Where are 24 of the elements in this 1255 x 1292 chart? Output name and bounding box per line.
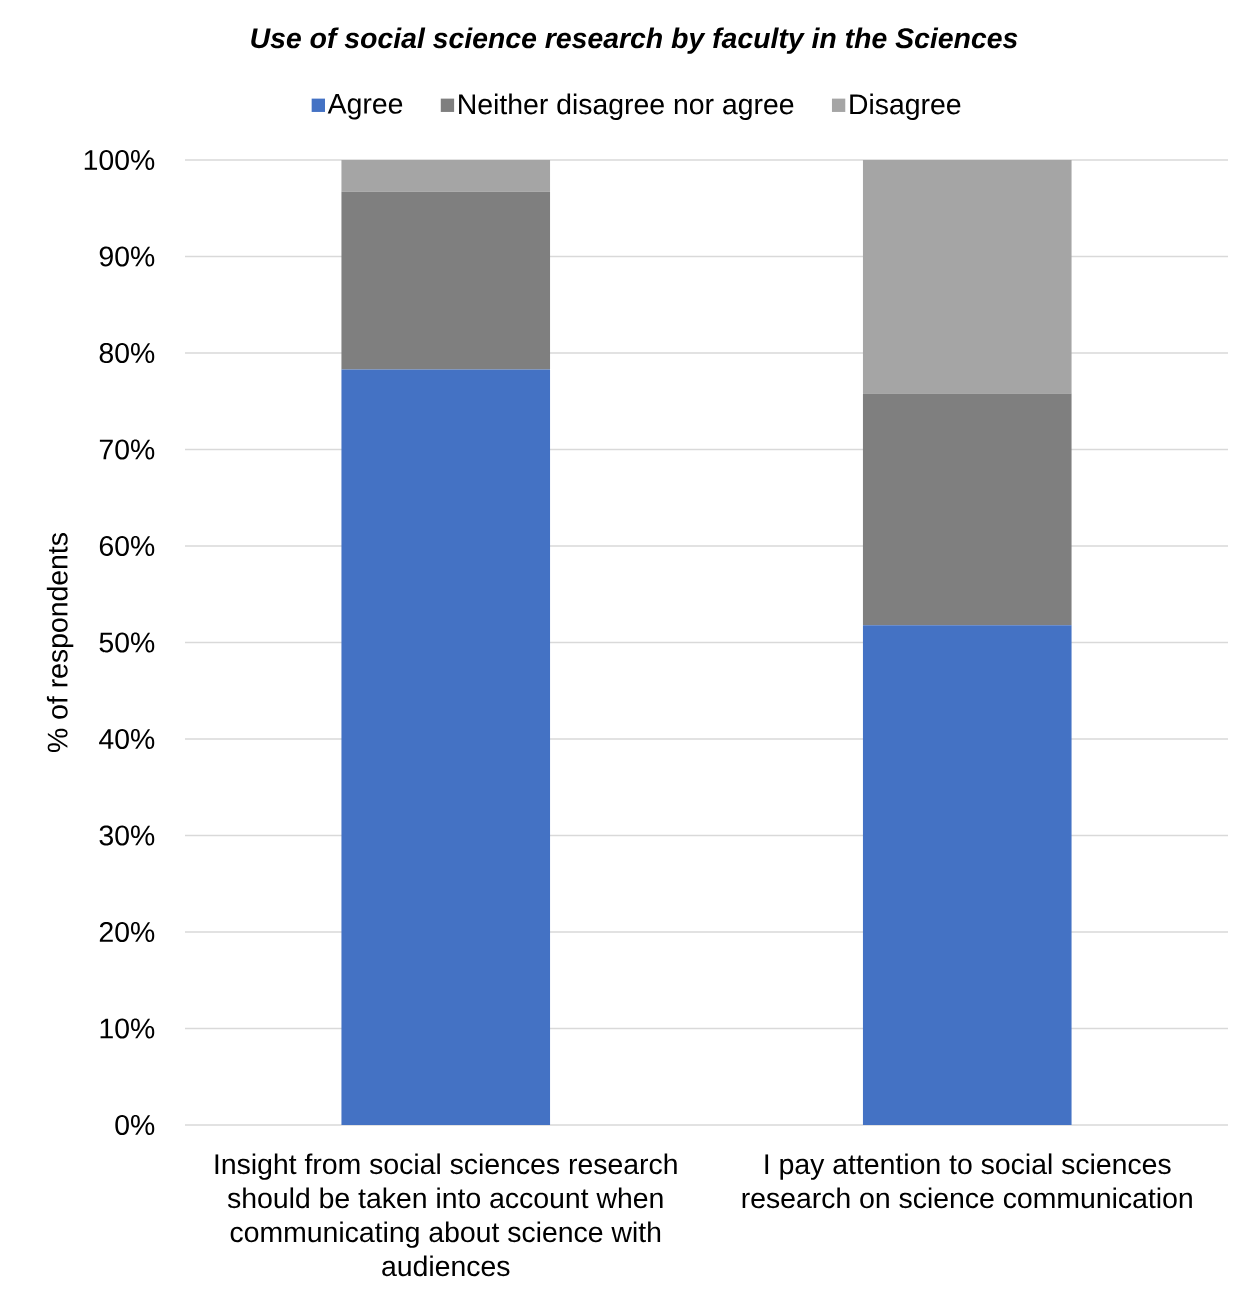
bar [862, 393, 1072, 626]
y-tick-label: 100% [84, 149, 155, 171]
legend-label: Agree [327, 94, 403, 120]
y-tick-label: 30% [99, 825, 155, 846]
y-axis-title: % of respondents [46, 533, 74, 753]
legend-label: Neither disagree nor agree [459, 93, 794, 121]
y-tick-label: 50% [99, 632, 155, 653]
y-tick-label: 0% [115, 1114, 155, 1136]
bar [862, 625, 1072, 1125]
y-tick-label: 80% [99, 342, 155, 364]
y-tick-label: 70% [99, 439, 155, 460]
bar [862, 159, 1072, 394]
x-tick-label: Insight from social sciences research should be taken into account when communicating about science with audiences [215, 1153, 677, 1277]
y-tick-label: 90% [99, 246, 155, 267]
bar [341, 369, 551, 1125]
chart-title: Use of social science research by faculty in the Sciences [251, 27, 1018, 54]
y-tick-label: 40% [99, 728, 155, 750]
y-tick-label: 60% [99, 535, 155, 557]
bar [341, 159, 551, 192]
bar [341, 191, 551, 370]
y-tick-label: 10% [100, 1018, 155, 1039]
legend-label: Disagree [850, 93, 961, 121]
y-tick-label: 20% [99, 921, 155, 943]
x-tick-label: I pay attention to social sciences research on science communication [742, 1153, 1192, 1209]
